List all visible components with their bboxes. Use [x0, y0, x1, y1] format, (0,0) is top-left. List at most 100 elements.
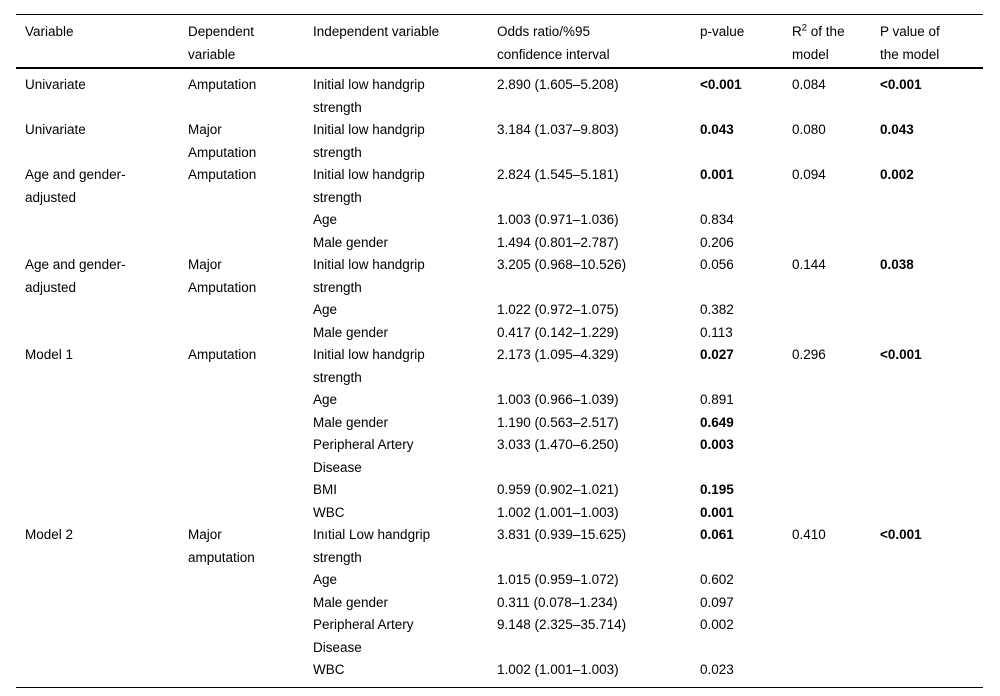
cell-p-value: 0.113 [700, 324, 733, 340]
cell-variable [16, 322, 188, 345]
cell-p-value: 0.056 [700, 257, 734, 272]
table-row: Age and gender- adjusted Amputation Initia… [16, 164, 983, 209]
cell-variable: Age and gender- adjusted [25, 167, 126, 205]
cell-variable [16, 299, 188, 322]
cell-independent: Initial low handgrip strength [313, 347, 425, 385]
cell-odds-ratio: 1.190 (0.563–2.517) [497, 414, 619, 430]
cell-independent: Age [313, 302, 338, 317]
cell-model-p: <0.001 [880, 527, 922, 542]
table-row: Male gender 1.190 (0.563–2.517) 0.649 [16, 412, 983, 435]
cell-model-p [880, 232, 983, 255]
cell-dependent: Major amputation [188, 527, 255, 565]
cell-independent: Age [313, 392, 338, 407]
cell-independent: Initial low handgrip strength [313, 257, 425, 295]
cell-variable [16, 389, 188, 412]
cell-dependent: Amputation [188, 167, 257, 182]
cell-p-value: 0.002 [700, 617, 734, 632]
cell-p-value: 0.097 [700, 594, 734, 610]
cell-independent: Male gender [313, 234, 389, 250]
cell-variable [16, 479, 188, 502]
cell-r2 [792, 659, 880, 687]
table-row: Peripheral Artery Disease 9.148 (2.325–35… [16, 614, 983, 659]
cell-odds-ratio: 3.033 (1.470–6.250) [497, 437, 619, 452]
cell-r2 [792, 479, 880, 502]
header-model-p-value: P value of the model [880, 14, 983, 69]
cell-dependent [188, 659, 313, 687]
cell-variable [16, 232, 188, 255]
cell-odds-ratio: 3.184 (1.037–9.803) [497, 122, 619, 137]
cell-model-p [880, 502, 983, 525]
cell-independent: WBC [313, 662, 345, 677]
cell-p-value: 0.206 [700, 234, 734, 250]
cell-dependent [188, 479, 313, 502]
cell-independent: Male gender [313, 594, 389, 610]
cell-p-value: 0.834 [700, 212, 734, 227]
cell-independent: BMI [313, 482, 338, 497]
regression-results-table: Variable Dependent variable Independent … [16, 14, 983, 688]
cell-model-p [880, 434, 983, 479]
header-r2-of-model: R2 of the model [792, 14, 880, 69]
cell-variable [16, 569, 188, 592]
cell-r2: 0.296 [792, 347, 826, 362]
cell-dependent [188, 592, 313, 615]
cell-odds-ratio: 1.003 (0.966–1.039) [497, 392, 619, 407]
cell-odds-ratio: 1.015 (0.959–1.072) [497, 572, 619, 587]
table-row: BMI 0.959 (0.902–1.021) 0.195 [16, 479, 983, 502]
cell-variable: Model 2 [25, 527, 74, 542]
cell-dependent: Amputation [188, 347, 257, 362]
cell-model-p: <0.001 [880, 77, 922, 92]
table-row: Age 1.015 (0.959–1.072) 0.602 [16, 569, 983, 592]
cell-model-p [880, 659, 983, 687]
table-row: Male gender 0.311 (0.078–1.234) 0.097 [16, 592, 983, 615]
cell-dependent [188, 232, 313, 255]
cell-p-value: 0.602 [700, 572, 734, 587]
cell-p-value: 0.061 [700, 527, 734, 542]
header-row: Variable Dependent variable Independent … [16, 14, 983, 69]
cell-p-value: <0.001 [700, 77, 742, 92]
table-row: Peripheral Artery Disease 3.033 (1.470–6.… [16, 434, 983, 479]
cell-variable: Univariate [25, 77, 86, 92]
cell-r2 [792, 412, 880, 435]
table-row: Univariate Amputation Initial low handgrip… [16, 68, 983, 119]
cell-odds-ratio: 1.494 (0.801–2.787) [497, 234, 619, 250]
cell-variable [16, 502, 188, 525]
cell-variable [16, 592, 188, 615]
cell-dependent [188, 434, 313, 479]
cell-independent: Initial low handgrip strength [313, 167, 425, 205]
cell-dependent [188, 614, 313, 659]
cell-p-value: 0.001 [700, 167, 734, 182]
cell-dependent [188, 569, 313, 592]
header-odds-ratio-ci: Odds ratio/%95 confidence interval [497, 14, 700, 69]
table-header: Variable Dependent variable Independent … [16, 14, 983, 69]
cell-model-p [880, 592, 983, 615]
cell-dependent [188, 322, 313, 345]
table-body: Univariate Amputation Initial low handgrip… [16, 68, 983, 687]
cell-r2 [792, 232, 880, 255]
cell-variable [16, 434, 188, 479]
r2-text: R [792, 24, 802, 39]
cell-r2 [792, 569, 880, 592]
cell-r2 [792, 209, 880, 232]
cell-variable: Model 1 [25, 347, 74, 362]
cell-dependent: Amputation [188, 77, 257, 92]
cell-model-p [880, 299, 983, 322]
cell-r2 [792, 322, 880, 345]
cell-variable: Age and gender- adjusted [25, 257, 126, 295]
cell-r2: 0.410 [792, 527, 826, 542]
table-row: Age 1.003 (0.966–1.039) 0.891 [16, 389, 983, 412]
header-variable: Variable [16, 14, 188, 69]
cell-independent: Inıtial Low handgrip strength [313, 527, 431, 565]
cell-odds-ratio: 1.002 (1.001–1.003) [497, 504, 619, 520]
cell-r2: 0.144 [792, 257, 826, 272]
cell-variable: Univariate [25, 122, 86, 137]
cell-p-value: 0.649 [700, 414, 734, 430]
cell-p-value: 0.023 [700, 662, 734, 677]
cell-dependent: Major Amputation [188, 257, 257, 295]
table-row: Age 1.003 (0.971–1.036) 0.834 [16, 209, 983, 232]
r2-superscript: 2 [801, 22, 808, 34]
cell-odds-ratio: 2.824 (1.545–5.181) [497, 167, 619, 182]
cell-independent: WBC [313, 504, 345, 520]
cell-p-value: 0.891 [700, 392, 734, 407]
header-dependent-variable: Dependent variable [188, 14, 313, 69]
cell-independent: Peripheral Artery Disease [313, 437, 414, 475]
